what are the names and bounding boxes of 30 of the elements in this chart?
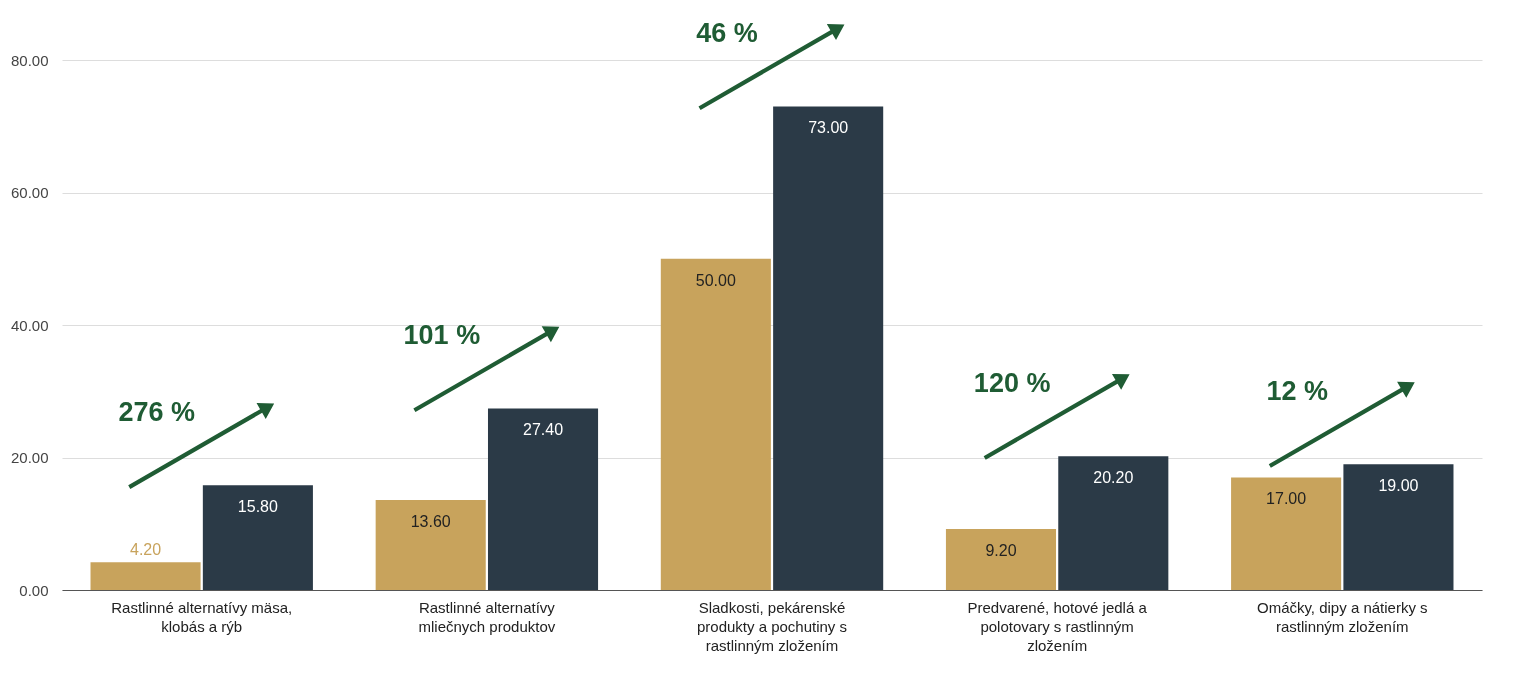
data-label: 73.00 — [808, 119, 849, 137]
data-label: 17.00 — [1266, 490, 1307, 508]
bar — [1231, 477, 1342, 590]
y-tick-label: 0.00 — [19, 581, 49, 599]
data-label: 27.40 — [523, 421, 564, 439]
annotation: 276 % — [118, 397, 195, 428]
y-tick-label: 80.00 — [10, 51, 49, 69]
text: 46 % — [696, 18, 758, 49]
data-label: 19.00 — [1378, 477, 1419, 495]
bar — [375, 499, 486, 590]
x-tick-label: Sladkosti, pekárenské produkty a pochutiny s rastlinným zložením — [696, 598, 848, 654]
bar — [660, 258, 771, 590]
data-label: 50.00 — [695, 271, 736, 289]
annotation: 120 % — [973, 368, 1051, 399]
data-label: 4.20 — [129, 541, 162, 559]
y-tick-label: 60.00 — [10, 184, 49, 201]
annotation: 12 % — [1266, 376, 1329, 407]
y-tick-label: 40.00 — [10, 316, 49, 334]
x-tick-label: Predvarené, hotové jedlá a polotovary s rastlinným zložením — [967, 598, 1148, 654]
bar — [945, 529, 1057, 590]
x-tick-label: Rastlinné alternatívy mliečnych produktov — [418, 598, 556, 635]
data-label: 15.80 — [237, 498, 278, 516]
annotation: 101 % — [403, 320, 481, 351]
x-tick-label: Rastlinné alternatívy mäsa, klobás a rýb — [111, 598, 293, 635]
y-tick-label: 20.00 — [10, 449, 49, 466]
data-label: 13.60 — [410, 512, 451, 530]
x-tick-label: Omáčky, dipy a nátierky s rastlinným zložením — [1256, 598, 1428, 635]
bar — [90, 562, 201, 590]
data-label: 20.20 — [1093, 469, 1134, 487]
data-label: 9.20 — [985, 542, 1017, 560]
